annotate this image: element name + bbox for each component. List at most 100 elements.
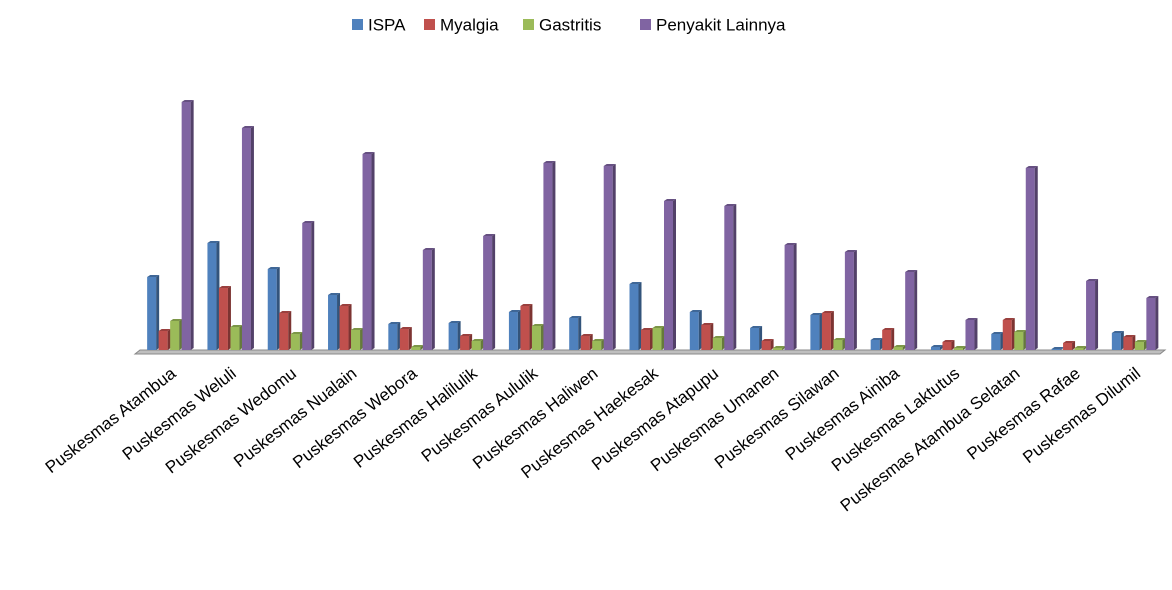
bar-front xyxy=(893,347,903,350)
bar-front xyxy=(761,341,771,350)
bar-side xyxy=(650,328,653,350)
bar-side xyxy=(819,313,823,350)
bar xyxy=(543,161,556,350)
bar xyxy=(750,326,763,350)
bar-side xyxy=(770,339,774,350)
bar-side xyxy=(299,332,303,350)
bar-side xyxy=(457,321,461,350)
bar-side xyxy=(891,328,895,350)
bar-front xyxy=(448,323,458,350)
bar-front xyxy=(569,318,579,350)
bar-top xyxy=(701,323,714,325)
bar-front xyxy=(580,336,590,350)
bar-front xyxy=(1025,168,1035,350)
bar-top xyxy=(422,248,435,250)
bar-front xyxy=(1063,343,1073,350)
bar xyxy=(147,275,160,350)
bar-top xyxy=(531,324,544,326)
bar-side xyxy=(914,270,918,350)
bar-top xyxy=(942,340,955,342)
bar-side xyxy=(578,316,582,350)
bar-top xyxy=(388,322,401,324)
bar-front xyxy=(351,330,361,350)
bar xyxy=(1074,346,1087,350)
bar xyxy=(411,345,424,350)
bar xyxy=(1025,166,1038,350)
bar-side xyxy=(974,318,978,350)
bar xyxy=(1086,279,1099,350)
bar-top xyxy=(652,326,665,328)
bar-side xyxy=(661,326,665,350)
bar-top xyxy=(302,221,315,223)
bar-front xyxy=(1074,348,1084,350)
bar-front xyxy=(399,329,409,350)
bar xyxy=(603,164,616,350)
bar-top xyxy=(641,328,653,330)
bar xyxy=(893,345,906,350)
bar-front xyxy=(1111,333,1121,350)
bar xyxy=(388,322,401,350)
bar-top xyxy=(1086,279,1099,281)
bar-side xyxy=(190,100,194,350)
bar-top xyxy=(158,329,171,331)
bar-top xyxy=(230,325,243,327)
bar-top xyxy=(1002,318,1015,320)
bar xyxy=(821,311,834,350)
bar xyxy=(1051,347,1064,350)
bar-top xyxy=(399,327,412,329)
bar xyxy=(701,323,714,350)
bar-side xyxy=(348,304,352,350)
legend-swatch xyxy=(640,19,651,30)
bar xyxy=(508,310,521,350)
bar xyxy=(1002,318,1015,350)
bar xyxy=(181,100,194,350)
bar xyxy=(844,250,857,350)
bar xyxy=(953,346,966,350)
bar-front xyxy=(592,341,602,350)
bar-top xyxy=(592,339,605,341)
bar-front xyxy=(147,277,157,350)
bar-side xyxy=(673,199,676,350)
bar-top xyxy=(181,100,194,102)
bar-top xyxy=(750,326,763,328)
bar-front xyxy=(207,243,217,350)
bar xyxy=(905,270,918,350)
bar xyxy=(689,310,702,350)
bar xyxy=(218,286,231,350)
bar-front xyxy=(1086,281,1096,350)
bar-side xyxy=(276,267,280,350)
bar-side xyxy=(1072,341,1076,350)
bar-front xyxy=(328,295,338,350)
bar-top xyxy=(362,152,375,154)
bar-top xyxy=(267,267,280,269)
bar-side xyxy=(939,345,943,350)
bar xyxy=(448,321,461,350)
bar-front xyxy=(218,288,228,350)
bar-front xyxy=(965,320,975,350)
bar-top xyxy=(508,310,521,312)
bar-front xyxy=(882,330,892,350)
bar xyxy=(351,328,364,350)
bar-top xyxy=(241,126,254,128)
bar-front xyxy=(942,342,952,350)
bar-side xyxy=(1034,166,1038,350)
bar-side xyxy=(962,346,966,350)
bar-side xyxy=(216,241,220,350)
bar-front xyxy=(290,334,300,350)
bar-front xyxy=(991,334,1001,350)
bar-side xyxy=(842,338,846,350)
bar xyxy=(965,318,978,350)
bar-front xyxy=(750,328,760,350)
bar-top xyxy=(471,339,484,341)
bar-side xyxy=(698,310,702,350)
bar-front xyxy=(422,250,432,350)
bar-side xyxy=(371,152,375,350)
bar-front xyxy=(652,328,662,350)
bar-side xyxy=(431,248,435,350)
bar xyxy=(784,243,797,350)
bar xyxy=(1111,331,1124,350)
bar xyxy=(302,221,315,350)
bar-front xyxy=(833,340,843,350)
bar xyxy=(230,325,243,350)
